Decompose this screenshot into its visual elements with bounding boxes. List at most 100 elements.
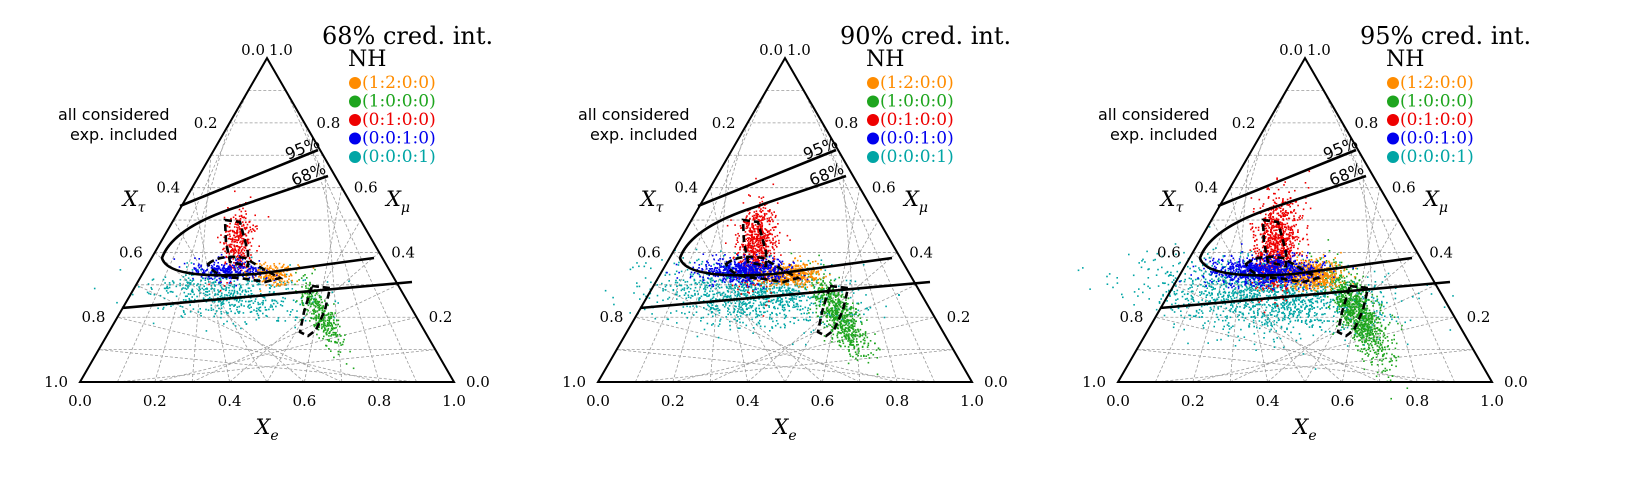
scatter-point [791,289,793,292]
scatter-point [812,329,815,332]
scatter-point [234,240,237,243]
scatter-point [695,248,698,251]
scatter-point [840,329,843,331]
scatter-point [296,280,298,283]
scatter-point [793,301,795,304]
scatter-point [831,316,834,318]
scatter-point [793,295,796,297]
scatter-point [276,284,278,286]
scatter-point [764,291,767,293]
scatter-point [831,309,833,312]
scatter-point [271,278,273,280]
scatter-point [857,315,859,317]
scatter-point [750,272,752,274]
scatter-point [283,274,285,277]
scatter-point [713,293,716,296]
scatter-point [730,284,733,286]
scatter-point [239,241,241,244]
scatter-point [326,314,328,316]
scatter-point [258,260,261,262]
scatter-point [793,273,795,276]
scatter-point [246,240,249,243]
scatter-point [760,266,762,268]
scatter-point [777,275,780,278]
scatter-point [845,320,848,323]
scatter-point [675,279,677,282]
scatter-point [276,320,278,322]
scatter-point [310,303,312,306]
scatter-point [282,271,285,273]
scatter-point [222,248,224,251]
scatter-point [791,279,793,282]
scatter-point [227,268,230,270]
scatter-point [320,307,323,309]
scatter-point [311,297,313,300]
scatter-point [692,273,695,276]
scatter-point [828,314,831,316]
scatter-point [778,280,781,283]
scatter-point [330,317,333,319]
scatter-point [731,291,733,293]
scatter-point [233,234,235,237]
scatter-point [222,271,225,273]
scatter-point [719,320,721,322]
scatter-point [326,325,329,327]
scatter-point [815,277,817,279]
scatter-point [668,273,671,276]
scatter-point [214,300,216,303]
scatter-point [837,298,840,300]
scatter-point [761,250,764,253]
scatter-point [774,307,776,310]
scatter-point [795,274,797,276]
scatter-point [636,285,638,288]
scatter-point [756,315,758,318]
scatter-point [755,261,757,264]
scatter-point [688,311,691,313]
scatter-point [330,350,332,352]
scatter-point [752,225,755,227]
scatter-point [836,305,839,308]
scatter-point [757,283,759,286]
scatter-point [751,282,753,284]
scatter-point [855,311,857,314]
scatter-point [741,282,744,284]
scatter-point [792,280,794,282]
scatter-point [766,245,768,248]
scatter-point [199,308,201,310]
scatter-point [753,282,755,285]
scatter-point [776,202,779,204]
scatter-point [785,282,788,284]
scatter-point [229,280,232,283]
scatter-point [761,267,764,270]
scatter-point [758,206,761,208]
scatter-point [744,283,746,285]
scatter-point [203,270,205,273]
scatter-point [812,284,815,287]
scatter-point [747,241,750,244]
scatter-point [240,245,243,248]
scatter-point [757,280,760,282]
scatter-point [769,209,771,211]
scatter-point [848,335,850,337]
scatter-point [784,266,787,269]
scatter-point [743,253,745,255]
scatter-point [324,320,327,322]
scatter-point [151,288,153,290]
scatter-point [295,271,297,274]
scatter-point [233,266,236,269]
scatter-point [876,357,879,359]
scatter-point [223,270,226,273]
scatter-point [334,323,337,326]
scatter-point [760,255,763,257]
scatter-point [725,268,728,270]
scatter-point [791,300,794,302]
scatter-point [754,247,757,250]
scatter-point [716,267,718,269]
scatter-point [187,293,190,295]
scatter-point [323,322,325,324]
scatter-point [255,270,258,272]
scatter-point [216,310,218,312]
scatter-point [230,267,233,269]
scatter-point [249,297,252,299]
scatter-point [771,326,773,328]
